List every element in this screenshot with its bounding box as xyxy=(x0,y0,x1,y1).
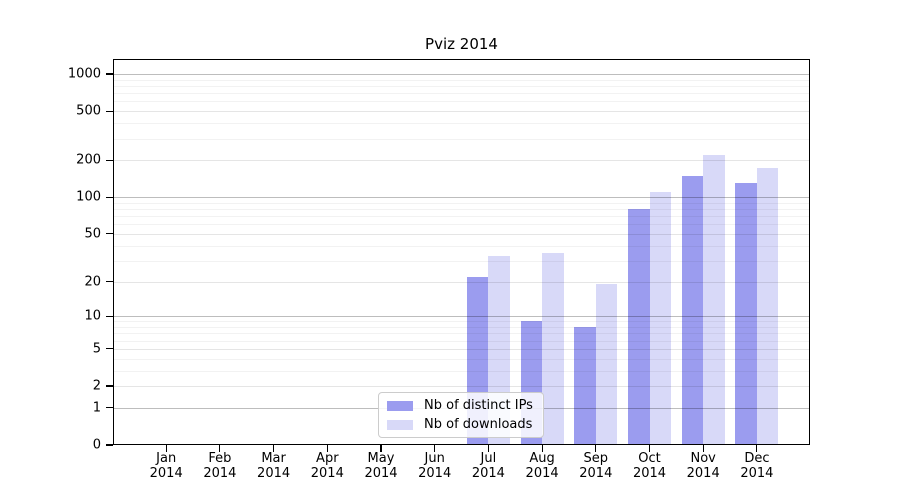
x-axis-label-apr: Apr 2014 xyxy=(310,451,344,481)
gridline-70 xyxy=(114,216,809,218)
legend-label-distinct-ips: Nb of distinct IPs xyxy=(424,397,533,413)
legend-swatch-downloads xyxy=(387,419,413,430)
gridline-20 xyxy=(114,281,809,283)
gridline-2 xyxy=(114,386,809,387)
x-axis-tick-jul xyxy=(487,445,489,452)
y-axis-tick-0 xyxy=(106,444,113,446)
bar-distinct-ips-oct xyxy=(628,209,650,445)
gridline-40 xyxy=(114,245,809,247)
x-axis-tick-sep xyxy=(595,445,597,452)
y-axis-label-10: 10 xyxy=(84,308,101,324)
x-axis-tick-jan xyxy=(165,445,167,452)
gridline-1000 xyxy=(114,74,809,76)
gridline-60 xyxy=(114,224,809,226)
y-axis-label-1000: 1000 xyxy=(67,66,101,82)
gridline-9 xyxy=(114,321,809,323)
x-axis-tick-jun xyxy=(434,445,436,452)
gridline-600 xyxy=(114,101,809,103)
x-axis-label-aug: Aug 2014 xyxy=(525,451,559,481)
gridline-300 xyxy=(114,138,809,140)
y-axis-tick-1 xyxy=(106,407,113,409)
gridline-90 xyxy=(114,202,809,204)
legend-item-distinct-ips: Nb of distinct IPs xyxy=(387,397,535,413)
x-axis-label-jul: Jul 2014 xyxy=(471,451,505,481)
x-axis-label-nov: Nov 2014 xyxy=(686,451,720,481)
gridline-800 xyxy=(114,86,809,88)
legend-label-downloads: Nb of downloads xyxy=(424,416,533,432)
gridline-30 xyxy=(114,260,809,262)
y-axis-tick-200 xyxy=(106,159,113,161)
gridline-200 xyxy=(114,160,809,162)
bar-downloads-dec xyxy=(756,168,779,445)
y-axis-label-5: 5 xyxy=(92,341,101,357)
x-axis-tick-apr xyxy=(326,445,328,452)
gridline-500 xyxy=(114,111,809,113)
bar-downloads-nov xyxy=(703,155,725,445)
y-axis-tick-2 xyxy=(106,385,113,387)
chart-title: Pviz 2014 xyxy=(425,35,498,53)
gridline-4 xyxy=(114,358,809,360)
gridline-10 xyxy=(114,316,809,318)
legend: Nb of distinct IPs Nb of downloads xyxy=(378,392,544,438)
y-axis-tick-1000 xyxy=(106,73,113,75)
x-axis-tick-oct xyxy=(648,445,651,452)
x-axis-label-may: May 2014 xyxy=(364,451,398,481)
gridline-700 xyxy=(114,93,809,95)
x-axis-tick-nov xyxy=(702,445,704,452)
gridline-7 xyxy=(114,333,809,335)
gridline-100 xyxy=(114,197,809,199)
x-axis-tick-may xyxy=(380,445,382,452)
y-axis-tick-100 xyxy=(106,196,113,198)
gridline-6 xyxy=(114,340,809,342)
y-axis-tick-10 xyxy=(106,315,113,317)
y-axis-tick-50 xyxy=(106,233,113,235)
gridline-50 xyxy=(114,233,809,235)
bar-downloads-aug xyxy=(542,252,564,445)
legend-item-downloads: Nb of downloads xyxy=(387,416,535,432)
x-axis-tick-dec xyxy=(756,445,758,452)
y-axis-tick-20 xyxy=(106,280,113,283)
bar-distinct-ips-sep xyxy=(574,327,596,445)
x-axis-label-dec: Dec 2014 xyxy=(740,451,774,481)
y-axis-label-200: 200 xyxy=(76,152,101,168)
x-axis-label-mar: Mar 2014 xyxy=(257,451,291,481)
y-axis-label-500: 500 xyxy=(76,103,101,119)
x-axis-tick-aug xyxy=(541,445,543,452)
y-axis-label-2: 2 xyxy=(92,378,101,394)
y-axis-tick-500 xyxy=(106,110,113,112)
gridline-5 xyxy=(114,348,809,350)
y-axis-label-50: 50 xyxy=(84,226,101,242)
gridline-80 xyxy=(114,209,809,211)
gridline-900 xyxy=(114,79,809,81)
gridline-8 xyxy=(114,327,809,329)
x-axis-label-jan: Jan 2014 xyxy=(149,451,183,481)
y-axis-tick-5 xyxy=(106,348,113,350)
x-axis-tick-feb xyxy=(219,445,221,452)
x-axis-label-oct: Oct 2014 xyxy=(632,451,667,481)
x-axis-label-sep: Sep 2014 xyxy=(579,451,613,481)
legend-swatch-distinct-ips xyxy=(387,400,413,411)
y-axis-label-20: 20 xyxy=(84,274,101,290)
bar-distinct-ips-dec xyxy=(735,183,757,445)
bar-distinct-ips-nov xyxy=(681,175,704,445)
bar-downloads-sep xyxy=(595,284,618,445)
x-axis-label-feb: Feb 2014 xyxy=(203,451,237,481)
x-axis-label-jun: Jun 2014 xyxy=(418,451,452,481)
y-axis-label-1: 1 xyxy=(92,400,101,416)
bar-downloads-oct xyxy=(649,192,671,445)
y-axis-label-0: 0 xyxy=(92,437,101,453)
gridline-400 xyxy=(114,123,809,125)
x-axis-tick-mar xyxy=(273,445,275,452)
y-axis-label-100: 100 xyxy=(76,189,101,205)
gridline-3 xyxy=(114,370,809,372)
